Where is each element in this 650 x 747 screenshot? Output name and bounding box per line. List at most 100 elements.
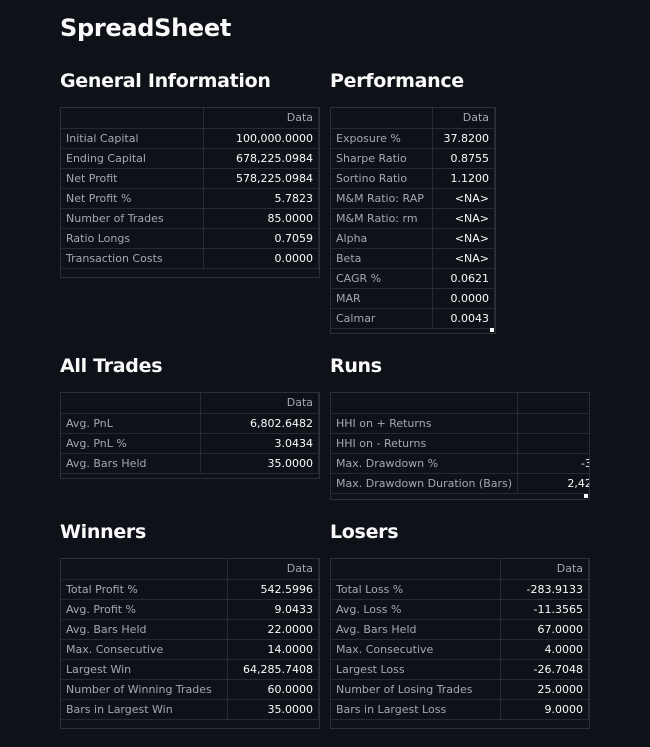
- row-value-cell[interactable]: 0.0000: [432, 287, 495, 309]
- column-header[interactable]: Data: [517, 393, 589, 414]
- table-row[interactable]: Avg. Bars Held 22.0000: [61, 618, 319, 640]
- table-row[interactable]: Beta <NA>: [331, 247, 495, 269]
- table-row[interactable]: Max. Consecutive 4.0000: [331, 638, 589, 660]
- row-label-cell[interactable]: Beta: [331, 247, 434, 269]
- table-row[interactable]: HHI on - Returns0.02: [331, 432, 589, 454]
- row-label-cell[interactable]: MAR: [331, 287, 434, 309]
- row-label-cell[interactable]: HHI on + Returns: [331, 412, 519, 434]
- table-row[interactable]: Total Profit % 542.5996: [61, 578, 319, 600]
- row-value-cell[interactable]: 0.7059: [203, 227, 319, 249]
- row-label-cell[interactable]: Max. Consecutive: [61, 638, 229, 660]
- row-value-cell[interactable]: 2,427.00: [517, 472, 589, 494]
- table-row[interactable]: Ratio Longs 0.7059: [61, 227, 319, 249]
- column-header[interactable]: Data: [432, 108, 495, 129]
- row-label-cell[interactable]: Max. Consecutive: [331, 638, 502, 660]
- row-label-cell[interactable]: Net Profit: [61, 167, 205, 189]
- resize-handle[interactable]: [584, 494, 588, 498]
- row-label-cell[interactable]: Largest Loss: [331, 658, 502, 680]
- table-row[interactable]: Largest Loss -26.7048: [331, 658, 589, 680]
- column-header[interactable]: Data: [227, 559, 319, 580]
- table-row[interactable]: Transaction Costs 0.0000: [61, 247, 319, 269]
- performance-table[interactable]: Data Exposure % 37.8200 Sharpe Ratio 0.8755…: [330, 107, 496, 334]
- row-label-cell[interactable]: Total Loss %: [331, 578, 502, 600]
- row-label-cell[interactable]: HHI on - Returns: [331, 432, 519, 454]
- column-header[interactable]: Data: [203, 108, 319, 129]
- table-row[interactable]: Number of Losing Trades 25.0000: [331, 678, 589, 700]
- row-label-cell[interactable]: Alpha: [331, 227, 434, 249]
- row-label-cell[interactable]: Avg. Bars Held: [61, 618, 229, 640]
- general-information-table[interactable]: Data Initial Capital 100,000.0000 Ending C…: [60, 107, 320, 278]
- row-value-cell[interactable]: 9.0000: [500, 698, 589, 720]
- table-row[interactable]: Calmar 0.0043: [331, 307, 495, 329]
- row-label-cell[interactable]: Total Profit %: [61, 578, 229, 600]
- row-label-cell[interactable]: CAGR %: [331, 267, 434, 289]
- row-value-cell[interactable]: 542.5996: [227, 578, 319, 600]
- row-value-cell[interactable]: 14.0000: [227, 638, 319, 660]
- table-row[interactable]: Total Loss % -283.9133: [331, 578, 589, 600]
- row-label-cell[interactable]: Ratio Longs: [61, 227, 205, 249]
- resize-handle[interactable]: [490, 328, 494, 332]
- table-row[interactable]: Bars in Largest Loss 9.0000: [331, 698, 589, 720]
- table-row[interactable]: Net Profit 578,225.0984: [61, 167, 319, 189]
- row-value-cell[interactable]: -283.9133: [500, 578, 589, 600]
- table-row[interactable]: Max. Consecutive 14.0000: [61, 638, 319, 660]
- row-label-cell[interactable]: Avg. Bars Held: [61, 452, 202, 474]
- row-value-cell[interactable]: 1.1200: [432, 167, 495, 189]
- row-value-cell[interactable]: 22.0000: [227, 618, 319, 640]
- row-label-cell[interactable]: Avg. Loss %: [331, 598, 502, 620]
- table-row[interactable]: Ending Capital 678,225.0984: [61, 147, 319, 169]
- row-value-cell[interactable]: 3.0434: [200, 432, 319, 454]
- table-row[interactable]: Avg. PnL % 3.0434: [61, 432, 319, 454]
- table-row[interactable]: Avg. Bars Held 35.0000: [61, 452, 319, 474]
- table-row[interactable]: Exposure % 37.8200: [331, 127, 495, 149]
- row-label-cell[interactable]: Initial Capital: [61, 127, 205, 149]
- row-value-cell[interactable]: 60.0000: [227, 678, 319, 700]
- row-value-cell[interactable]: -26.7048: [500, 658, 589, 680]
- losers-table[interactable]: Data Total Loss % -283.9133 Avg. Loss % -11…: [330, 558, 590, 729]
- table-row[interactable]: M&M Ratio: RAP <NA>: [331, 187, 495, 209]
- row-label-cell[interactable]: Sortino Ratio: [331, 167, 434, 189]
- row-value-cell[interactable]: 0.02: [517, 432, 589, 454]
- table-row[interactable]: Bars in Largest Win 35.0000: [61, 698, 319, 720]
- row-label-cell[interactable]: Max. Drawdown %: [331, 452, 519, 474]
- runs-table[interactable]: Data HHI on + Returns0.00HHI on - Return…: [330, 392, 590, 500]
- row-value-cell[interactable]: 0.0621: [432, 267, 495, 289]
- row-label-cell[interactable]: Bars in Largest Loss: [331, 698, 502, 720]
- row-label-cell[interactable]: M&M Ratio: rm: [331, 207, 434, 229]
- row-value-cell[interactable]: <NA>: [432, 207, 495, 229]
- row-value-cell[interactable]: 6,802.6482: [200, 412, 319, 434]
- row-label-cell[interactable]: Largest Win: [61, 658, 229, 680]
- row-value-cell[interactable]: <NA>: [432, 187, 495, 209]
- table-row[interactable]: Sharpe Ratio 0.8755: [331, 147, 495, 169]
- row-value-cell[interactable]: 35.0000: [200, 452, 319, 474]
- row-value-cell[interactable]: -39.62: [517, 452, 589, 474]
- table-row[interactable]: Initial Capital 100,000.0000: [61, 127, 319, 149]
- row-value-cell[interactable]: <NA>: [432, 227, 495, 249]
- table-row[interactable]: Sortino Ratio 1.1200: [331, 167, 495, 189]
- table-row[interactable]: Max. Drawdown Duration (Bars)2,427.00: [331, 472, 589, 494]
- table-row[interactable]: Number of Trades 85.0000: [61, 207, 319, 229]
- row-value-cell[interactable]: 35.0000: [227, 698, 319, 720]
- row-label-cell[interactable]: Number of Losing Trades: [331, 678, 502, 700]
- row-value-cell[interactable]: 0.0043: [432, 307, 495, 329]
- row-value-cell[interactable]: 678,225.0984: [203, 147, 319, 169]
- table-row[interactable]: M&M Ratio: rm <NA>: [331, 207, 495, 229]
- row-value-cell[interactable]: 578,225.0984: [203, 167, 319, 189]
- table-row[interactable]: Number of Winning Trades 60.0000: [61, 678, 319, 700]
- all-trades-table[interactable]: Data Avg. PnL 6,802.6482 Avg. PnL % 3.0434 A…: [60, 392, 320, 479]
- row-value-cell[interactable]: 9.0433: [227, 598, 319, 620]
- row-value-cell[interactable]: 67.0000: [500, 618, 589, 640]
- row-value-cell[interactable]: -11.3565: [500, 598, 589, 620]
- row-value-cell[interactable]: 0.00: [517, 412, 589, 434]
- winners-table[interactable]: Data Total Profit % 542.5996 Avg. Profit %…: [60, 558, 320, 729]
- row-label-cell[interactable]: M&M Ratio: RAP: [331, 187, 434, 209]
- row-label-cell[interactable]: Avg. Bars Held: [331, 618, 502, 640]
- row-label-cell[interactable]: Exposure %: [331, 127, 434, 149]
- row-label-cell[interactable]: Sharpe Ratio: [331, 147, 434, 169]
- row-value-cell[interactable]: <NA>: [432, 247, 495, 269]
- row-value-cell[interactable]: 100,000.0000: [203, 127, 319, 149]
- row-value-cell[interactable]: 25.0000: [500, 678, 589, 700]
- row-value-cell[interactable]: 0.8755: [432, 147, 495, 169]
- table-row[interactable]: HHI on + Returns0.00: [331, 412, 589, 434]
- row-value-cell[interactable]: 37.8200: [432, 127, 495, 149]
